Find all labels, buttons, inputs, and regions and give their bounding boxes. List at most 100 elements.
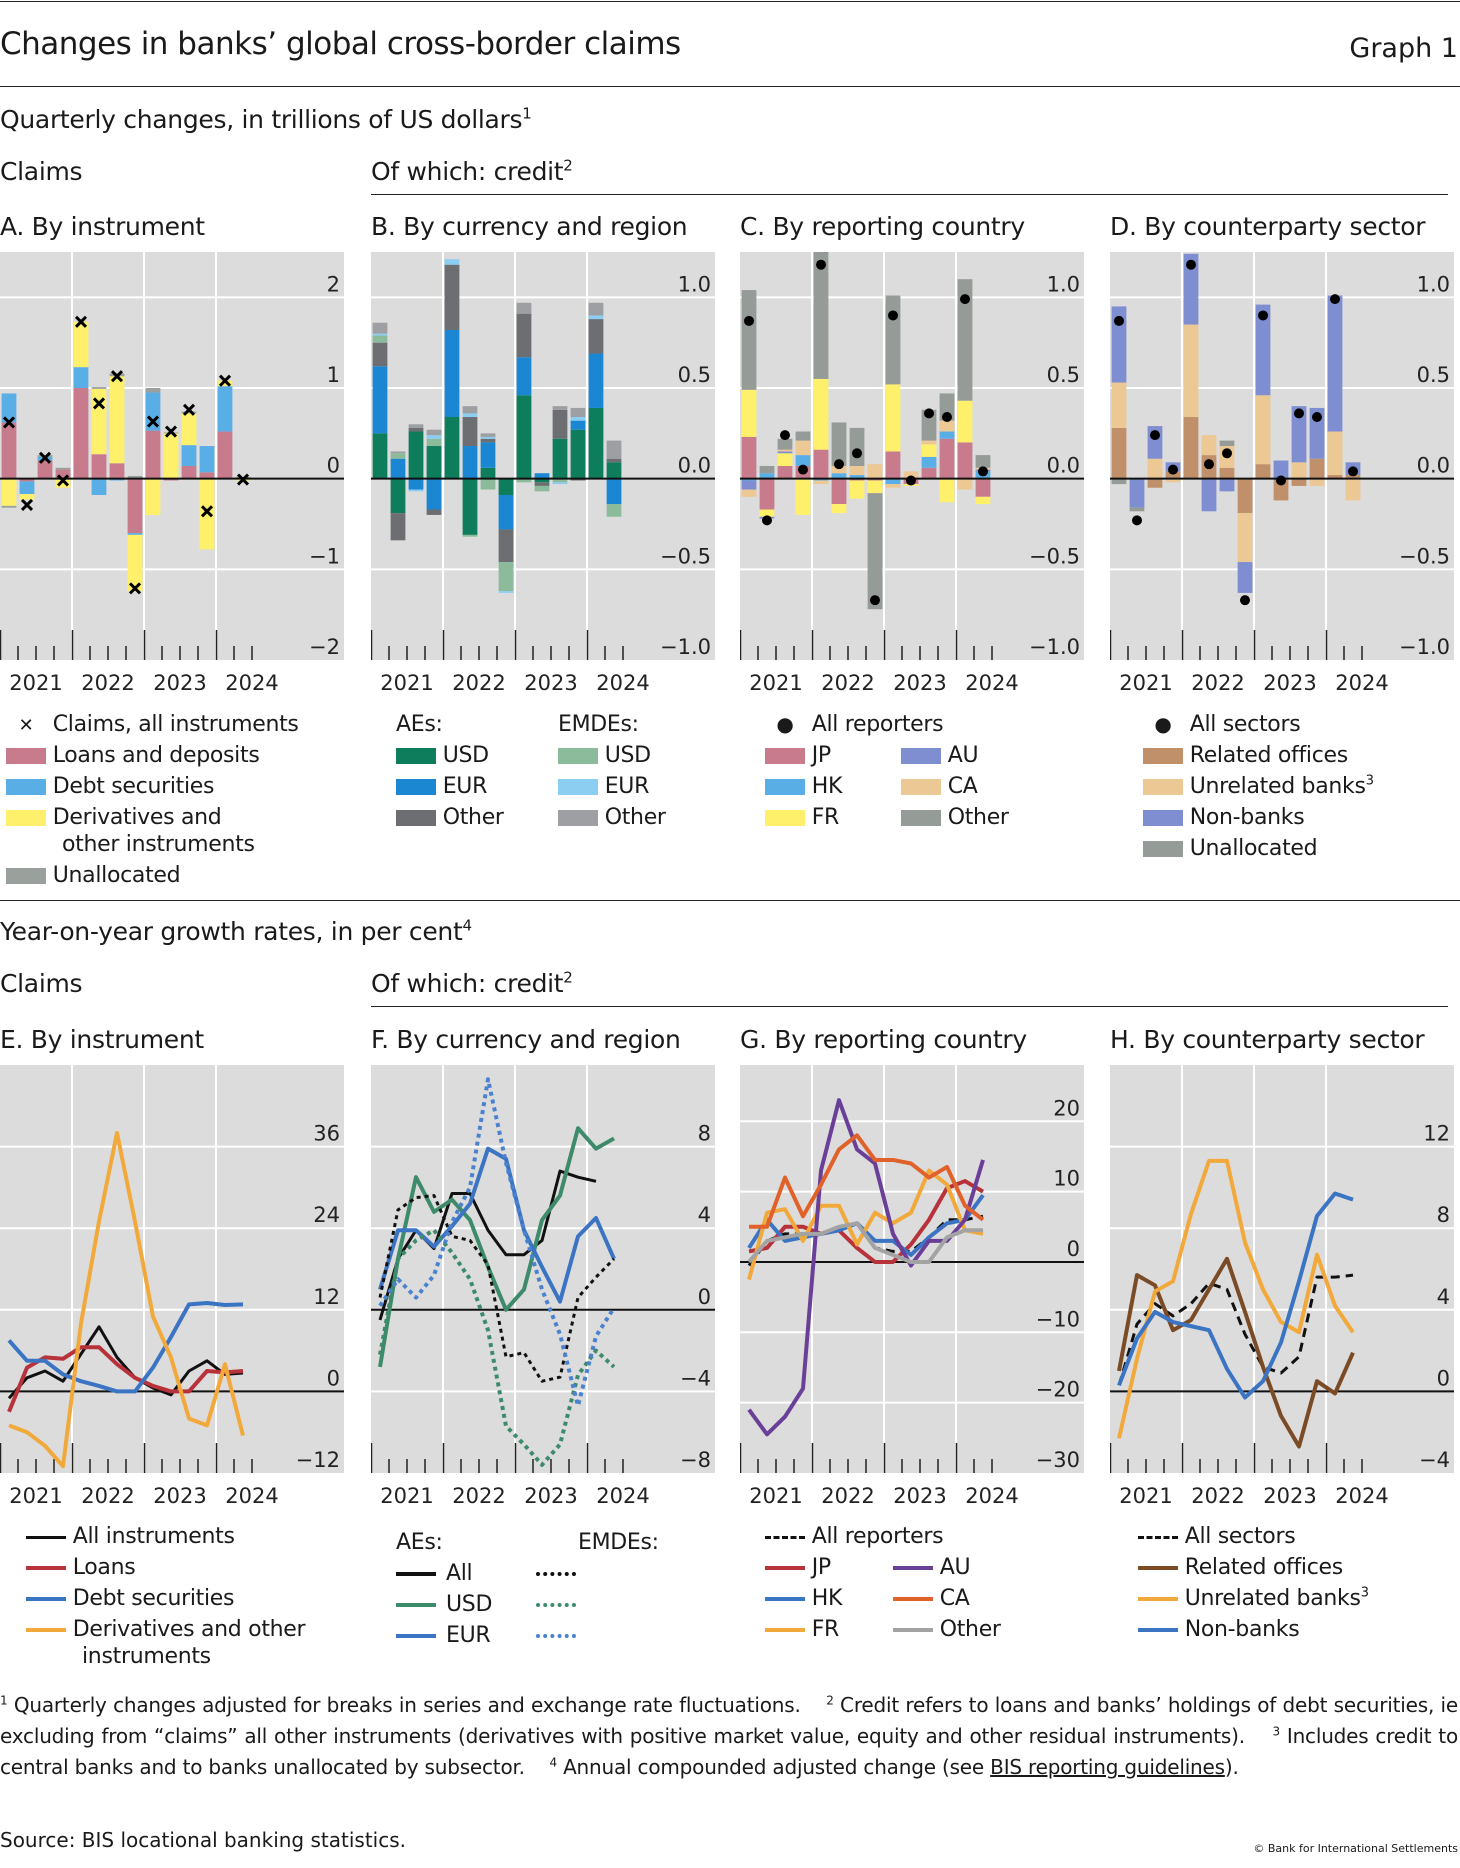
bar-segment: [1219, 467, 1235, 479]
y-tick-label: 0: [1437, 1366, 1450, 1390]
dot-marker: [780, 430, 790, 441]
bar-segment: [1165, 478, 1181, 483]
series-line: [748, 1179, 985, 1264]
legend-b-item: Other: [558, 805, 666, 830]
x-tick-label: 2024: [965, 1484, 1018, 1508]
bar-segment: [181, 445, 197, 466]
dashed-line-swatch-icon: [1138, 1535, 1178, 1539]
bar-segment: [19, 478, 35, 482]
bar-segment: [1327, 475, 1343, 479]
y-tick-label: −10: [1036, 1307, 1080, 1331]
bar-segment: [480, 436, 496, 439]
legend-f-item: USD: [396, 1592, 576, 1617]
y-tick-label: 1.0: [1047, 272, 1080, 296]
dot-marker: [1312, 412, 1322, 423]
legend-d-marker: ● All sectors: [1143, 712, 1300, 737]
bar-segment: [759, 465, 775, 474]
series-line: [7, 1301, 244, 1394]
bar-segment: [127, 533, 143, 535]
legend-a-item: Debt securities: [6, 774, 215, 799]
bar-segment: [55, 478, 71, 488]
bar-segment: [480, 442, 496, 468]
x-marker: [110, 370, 124, 383]
dot-marker: [852, 448, 862, 459]
legend-e-item-cont: instruments: [82, 1644, 211, 1669]
bar-segment: [1, 422, 17, 479]
bar-segment: [199, 472, 215, 479]
series-line: [1117, 1158, 1355, 1439]
swatch-icon: [901, 810, 941, 826]
bis-guidelines-link[interactable]: BIS reporting guidelines: [990, 1755, 1225, 1779]
series-line: [378, 1146, 616, 1304]
dotted-line-swatch-icon: [536, 1634, 576, 1638]
legend-g-item: Other: [893, 1617, 1001, 1642]
bar-segment: [426, 429, 442, 436]
line-swatch-icon: [893, 1566, 933, 1570]
bar-segment: [145, 392, 161, 431]
bar-segment: [444, 264, 460, 330]
bottom-claims-label: Claims: [0, 969, 83, 998]
line-swatch-icon: [26, 1566, 66, 1570]
bar-segment: [408, 478, 424, 490]
bar-segment: [552, 478, 568, 483]
bar-segment: [957, 442, 973, 479]
bar-segment: [516, 357, 532, 396]
y-tick-label: 4: [1437, 1285, 1450, 1309]
x-tick-label: 2023: [1263, 1484, 1316, 1508]
bar-segment: [19, 494, 35, 500]
swatch-icon: [396, 748, 436, 764]
bar-segment: [91, 478, 107, 495]
bar-segment: [849, 480, 865, 499]
series-line: [7, 1345, 244, 1413]
bar-segment: [516, 395, 532, 479]
bar-segment: [109, 463, 125, 479]
legend-f-item: EUR: [396, 1623, 576, 1648]
bar-segment: [552, 406, 568, 410]
series-line: [747, 1221, 983, 1264]
panel-f-title: F. By currency and region: [371, 1025, 681, 1054]
bar-segment: [1183, 324, 1199, 418]
swatch-icon: [396, 779, 436, 795]
bar-segment: [480, 478, 496, 490]
x-tick-label: 2023: [153, 1484, 206, 1508]
legend-c-item: FR: [765, 805, 839, 830]
bar-segment: [534, 482, 550, 486]
swatch-icon: [765, 779, 805, 795]
dot-marker: [1240, 595, 1250, 606]
bar-segment: [588, 319, 604, 354]
bottom-credit-label: Of which: credit2: [371, 968, 573, 998]
swatch-icon: [396, 810, 436, 826]
bar-segment: [570, 429, 586, 479]
bar-segment: [109, 376, 125, 464]
bar-segment: [957, 400, 973, 443]
chart-panel-h: 12 8 4 0 −4 2021 2022 2023 2024: [1110, 1065, 1454, 1508]
bar-segment: [1129, 478, 1145, 508]
bar-segment: [1309, 458, 1325, 479]
bar-segment: [1, 478, 17, 506]
legend-e-item: Derivatives and other: [26, 1617, 306, 1642]
dot-marker: [744, 315, 754, 326]
bar-segment: [606, 504, 622, 517]
bar-segment: [939, 478, 955, 503]
plot-background: [740, 1065, 1084, 1473]
bar-segment: [480, 438, 496, 443]
x-tick-label: 2023: [524, 1484, 577, 1508]
panel-e-title: E. By instrument: [0, 1025, 204, 1054]
y-tick-label: 0.0: [678, 454, 711, 478]
swatch-icon: [6, 779, 46, 795]
y-tick-label: 1.0: [1417, 272, 1450, 296]
bar-segment: [552, 409, 568, 439]
series-line: [749, 1133, 985, 1229]
bar-segment: [444, 417, 460, 479]
bar-segment: [741, 489, 757, 497]
swatch-icon: [765, 810, 805, 826]
bar-segment: [181, 465, 197, 479]
line-swatch-icon: [1138, 1597, 1178, 1601]
dot-marker: [1348, 466, 1358, 477]
legend-g-item: CA: [893, 1586, 970, 1611]
bar-segment: [921, 440, 937, 445]
legend-e-item: All instruments: [26, 1524, 235, 1549]
swatch-icon: [558, 748, 598, 764]
x-tick-label: 2021: [380, 671, 433, 695]
bar-segment: [516, 478, 532, 483]
